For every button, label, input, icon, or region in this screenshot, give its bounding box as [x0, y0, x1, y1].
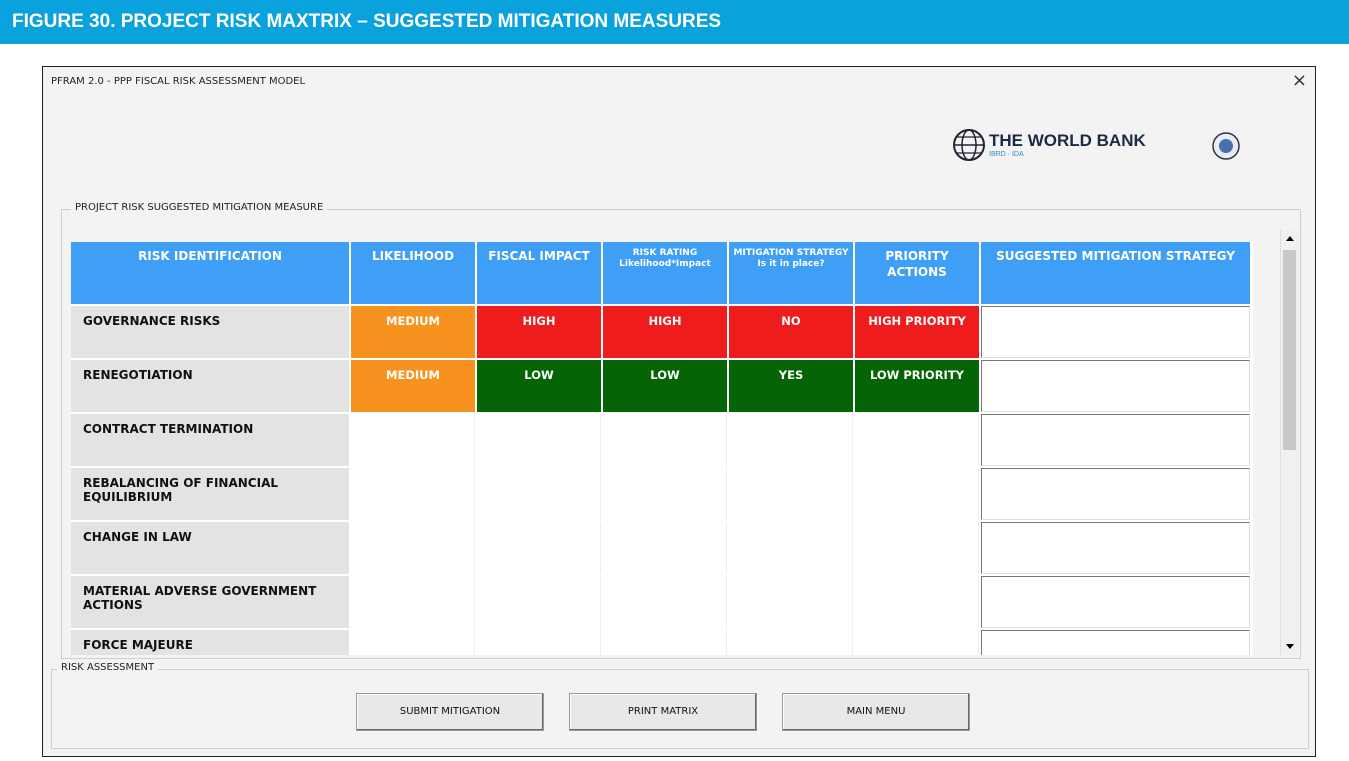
rating-cell: MEDIUM: [351, 306, 475, 358]
scroll-down[interactable]: [1286, 644, 1294, 649]
empty-cell: [855, 468, 979, 520]
figure-title: FIGURE 30. PROJECT RISK MAXTRIX – SUGGES…: [12, 11, 722, 32]
column-header: RISK RATING Likelihood*Impact: [603, 242, 727, 304]
rating-cell: YES: [729, 360, 853, 412]
mitigation-input[interactable]: [981, 522, 1250, 574]
empty-cell: [855, 630, 979, 655]
risk-name: CONTRACT TERMINATION: [71, 414, 349, 466]
window-title: PFRAM 2.0 - PPP FISCAL RISK ASSESSMENT M…: [51, 76, 306, 87]
scrollbar[interactable]: [1280, 230, 1299, 655]
column-subtitle: Is it in place?: [757, 259, 825, 269]
empty-cell: [477, 468, 601, 520]
assessment-group: [51, 669, 1309, 749]
risk-name: REBALANCING OF FINANCIAL EQUILIBRIUM: [71, 468, 349, 520]
matrix-group: [61, 209, 1301, 659]
mitigation-input[interactable]: [981, 630, 1250, 655]
empty-cell: [603, 522, 727, 574]
action-button[interactable]: PRINT MATRIX: [569, 693, 757, 731]
empty-cell: [351, 522, 475, 574]
logo-subtitle: IBRD · IDA: [989, 151, 1024, 158]
empty-cell: [477, 576, 601, 628]
world-bank-globe: [953, 129, 985, 161]
rating-cell: HIGH: [603, 306, 727, 358]
empty-cell: [855, 576, 979, 628]
column-header: SUGGESTED MITIGATION STRATEGY: [981, 242, 1250, 304]
risk-name: MATERIAL ADVERSE GOVERNMENT ACTIONS: [71, 576, 349, 628]
empty-cell: [351, 414, 475, 466]
empty-cell: [351, 576, 475, 628]
column-title: MITIGATION STRATEGY: [733, 248, 849, 258]
empty-cell: [603, 468, 727, 520]
column-subtitle: Likelihood*Impact: [619, 259, 711, 269]
column-title: RISK IDENTIFICATION: [138, 249, 282, 263]
rating-cell: HIGH PRIORITY: [855, 306, 979, 358]
column-header: LIKELIHOOD: [351, 242, 475, 304]
column-header: MITIGATION STRATEGY Is it in place?: [729, 242, 853, 304]
column-title: SUGGESTED MITIGATION STRATEGY: [996, 249, 1235, 263]
column-title: FISCAL IMPACT: [488, 249, 590, 263]
rating-cell: HIGH: [477, 306, 601, 358]
risk-name: FORCE MAJEURE: [71, 630, 349, 655]
imf-seal: [1212, 132, 1240, 160]
empty-cell: [729, 630, 853, 655]
empty-cell: [729, 576, 853, 628]
empty-cell: [729, 522, 853, 574]
rating-cell: NO: [729, 306, 853, 358]
scroll-up[interactable]: [1286, 236, 1294, 241]
rating-cell: LOW: [477, 360, 601, 412]
mitigation-input[interactable]: [981, 360, 1250, 412]
empty-cell: [729, 468, 853, 520]
mitigation-input[interactable]: [981, 414, 1250, 466]
column-header: PRIORITY ACTIONS: [855, 242, 979, 304]
mitigation-input[interactable]: [981, 306, 1250, 358]
close-button[interactable]: ×: [1291, 70, 1307, 91]
scroll-thumb[interactable]: [1283, 250, 1296, 450]
column-header: RISK IDENTIFICATION: [71, 242, 349, 304]
logo-name: THE WORLD BANK: [989, 131, 1146, 150]
rating-cell: LOW PRIORITY: [855, 360, 979, 412]
column-title: LIKELIHOOD: [371, 249, 455, 263]
empty-cell: [855, 522, 979, 574]
app-window: PFRAM 2.0 - PPP FISCAL RISK ASSESSMENT M…: [42, 66, 1316, 757]
column-header: FISCAL IMPACT: [477, 242, 601, 304]
matrix-group-label: PROJECT RISK SUGGESTED MITIGATION MEASUR…: [71, 202, 328, 213]
mitigation-input[interactable]: [981, 576, 1250, 628]
empty-cell: [603, 576, 727, 628]
empty-cell: [477, 630, 601, 655]
mitigation-input[interactable]: [981, 468, 1250, 520]
action-button[interactable]: SUBMIT MITIGATION: [356, 693, 544, 731]
empty-cell: [477, 414, 601, 466]
empty-cell: [603, 414, 727, 466]
risk-name: CHANGE IN LAW: [71, 522, 349, 574]
empty-cell: [603, 630, 727, 655]
empty-cell: [351, 468, 475, 520]
rating-cell: LOW: [603, 360, 727, 412]
empty-cell: [855, 414, 979, 466]
action-button[interactable]: MAIN MENU: [782, 693, 970, 731]
risk-name: RENEGOTIATION: [71, 360, 349, 412]
column-title: PRIORITY ACTIONS: [885, 249, 949, 279]
empty-cell: [729, 414, 853, 466]
rating-cell: MEDIUM: [351, 360, 475, 412]
figure-banner: FIGURE 30. PROJECT RISK MAXTRIX – SUGGES…: [0, 0, 1349, 44]
empty-cell: [351, 630, 475, 655]
column-title: RISK RATING: [632, 248, 698, 258]
risk-matrix: RISK IDENTIFICATION LIKELIHOOD FISCAL IMPA…: [71, 242, 1253, 655]
empty-cell: [477, 522, 601, 574]
assessment-group-label: RISK ASSESSMENT: [57, 662, 159, 673]
risk-name: GOVERNANCE RISKS: [71, 306, 349, 358]
